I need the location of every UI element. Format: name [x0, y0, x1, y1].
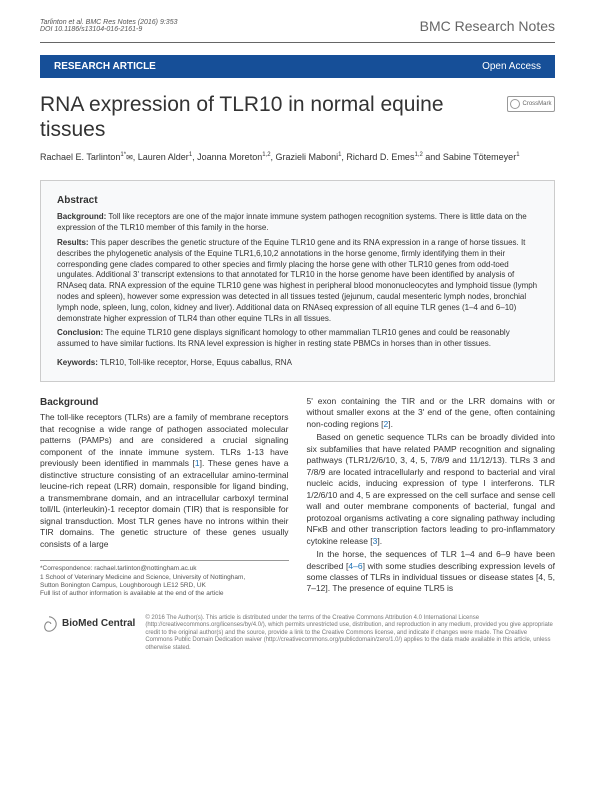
keywords-label: Keywords:	[57, 358, 98, 367]
col2-para1: 5' exon containing the TIR and or the LR…	[307, 396, 556, 430]
column-left: Background The toll-like receptors (TLRs…	[40, 396, 289, 599]
abstract-background-text: Toll like receptors are one of the major…	[57, 212, 527, 232]
abstract-box: Abstract Background: Toll like receptors…	[40, 180, 555, 382]
abstract-conclusion: Conclusion: The equine TLR10 gene displa…	[57, 328, 538, 350]
citation: Tarlinton et al. BMC Res Notes (2016) 9:…	[40, 19, 177, 33]
article-title: RNA expression of TLR10 in normal equine…	[40, 92, 499, 142]
bmc-label: BioMed Central	[62, 618, 135, 629]
page-footer: BioMed Central © 2016 The Author(s). Thi…	[0, 599, 595, 673]
col1-para1: The toll-like receptors (TLRs) are a fam…	[40, 412, 289, 550]
citation-line1: Tarlinton et al. BMC Res Notes (2016) 9:…	[40, 19, 177, 26]
crossmark-label: CrossMark	[522, 101, 551, 107]
footnote-correspondence: *Correspondence: rachael.tarlinton@notti…	[40, 565, 289, 573]
abstract-heading: Abstract	[57, 195, 538, 206]
article-type-banner: RESEARCH ARTICLE Open Access	[40, 55, 555, 78]
bmc-swirl-icon	[40, 615, 58, 633]
body-columns: Background The toll-like receptors (TLRs…	[0, 382, 595, 599]
abstract-results-text: This paper describes the genetic structu…	[57, 238, 537, 323]
abstract-background: Background: Toll like receptors are one …	[57, 212, 538, 234]
column-right: 5' exon containing the TIR and or the LR…	[307, 396, 556, 599]
footnote-affiliation2: Sutton Bonington Campus, Loughborough LE…	[40, 582, 289, 590]
abstract-background-label: Background:	[57, 212, 106, 221]
article-type: RESEARCH ARTICLE	[54, 61, 156, 72]
page-header: Tarlinton et al. BMC Res Notes (2016) 9:…	[40, 0, 555, 43]
col2-para2: Based on genetic sequence TLRs can be br…	[307, 432, 556, 547]
biomed-central-logo: BioMed Central	[40, 615, 135, 633]
background-heading: Background	[40, 396, 289, 410]
open-access-label: Open Access	[482, 61, 541, 72]
crossmark-badge[interactable]: CrossMark	[507, 96, 555, 112]
footnote-fulllist: Full list of author information is avail…	[40, 590, 289, 598]
citation-line2: DOI 10.1186/s13104-016-2161-9	[40, 26, 177, 33]
license-text: © 2016 The Author(s). This article is di…	[145, 615, 555, 653]
crossmark-icon	[510, 99, 520, 109]
abstract-conclusion-label: Conclusion:	[57, 328, 103, 337]
footnote-block: *Correspondence: rachael.tarlinton@notti…	[40, 560, 289, 599]
footnote-affiliation1: 1 School of Veterinary Medicine and Scie…	[40, 574, 289, 582]
keywords-text: TLR10, Toll-like receptor, Horse, Equus …	[98, 358, 292, 367]
abstract-conclusion-text: The equine TLR10 gene displays significa…	[57, 328, 510, 348]
journal-name: BMC Research Notes	[420, 18, 555, 34]
keywords: Keywords: TLR10, Toll-like receptor, Hor…	[57, 358, 538, 367]
authors-list: Rachael E. Tarlinton1*✉, Lauren Alder1, …	[0, 142, 595, 162]
col2-para3: In the horse, the sequences of TLR 1–4 a…	[307, 549, 556, 595]
abstract-results-label: Results:	[57, 238, 89, 247]
abstract-results: Results: This paper describes the geneti…	[57, 238, 538, 324]
